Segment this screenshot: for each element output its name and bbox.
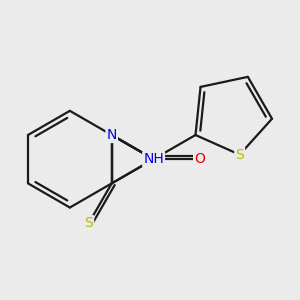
Text: NH: NH [143,152,164,166]
Text: S: S [84,216,93,230]
Text: N: N [106,128,117,142]
Text: O: O [194,152,205,166]
Text: S: S [235,148,244,162]
